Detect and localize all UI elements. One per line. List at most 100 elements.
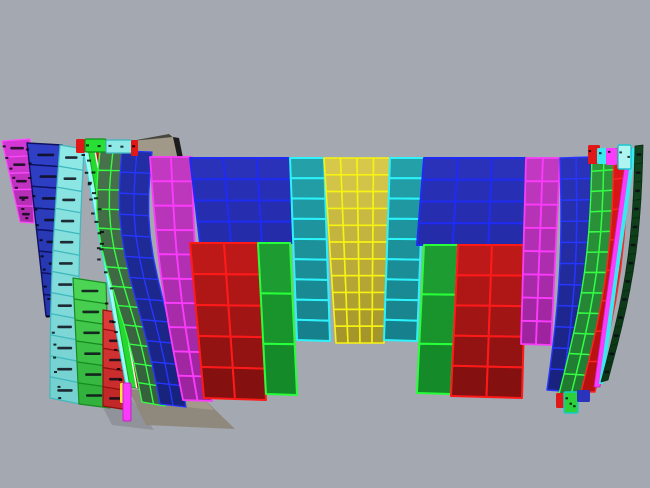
panel[interactable] bbox=[341, 190, 359, 210]
panel[interactable] bbox=[191, 178, 229, 202]
panel[interactable] bbox=[455, 244, 493, 277]
panel[interactable] bbox=[356, 190, 375, 210]
col-magenta-right[interactable] bbox=[520, 157, 561, 346]
cap-red2-topleft[interactable] bbox=[131, 140, 138, 156]
panel[interactable] bbox=[372, 207, 390, 227]
panel[interactable] bbox=[341, 207, 359, 227]
panel[interactable] bbox=[222, 157, 259, 181]
panel[interactable] bbox=[334, 325, 349, 344]
panel[interactable] bbox=[96, 169, 112, 191]
panel[interactable] bbox=[388, 157, 425, 180]
panel[interactable] bbox=[451, 222, 491, 246]
panel[interactable] bbox=[372, 157, 391, 176]
panel[interactable] bbox=[490, 157, 527, 181]
panel[interactable] bbox=[421, 157, 459, 181]
panel[interactable] bbox=[559, 241, 578, 265]
panel[interactable] bbox=[293, 278, 330, 302]
panel[interactable] bbox=[357, 224, 374, 243]
panel[interactable] bbox=[535, 320, 553, 346]
panel[interactable] bbox=[386, 217, 423, 241]
panel[interactable] bbox=[383, 318, 419, 342]
panel[interactable] bbox=[133, 172, 151, 196]
top-slab-dark-edge[interactable] bbox=[173, 137, 183, 160]
panel[interactable] bbox=[133, 214, 151, 238]
panel[interactable] bbox=[152, 204, 176, 232]
panel[interactable] bbox=[371, 224, 389, 243]
panel[interactable] bbox=[387, 177, 425, 200]
panel[interactable] bbox=[289, 157, 326, 180]
panel[interactable] bbox=[323, 157, 343, 176]
col-green-grid-right[interactable] bbox=[558, 148, 617, 397]
panel[interactable] bbox=[194, 199, 231, 223]
panel[interactable] bbox=[294, 298, 331, 322]
panel[interactable] bbox=[489, 178, 527, 203]
panel[interactable] bbox=[356, 207, 374, 227]
panel[interactable] bbox=[189, 242, 228, 276]
panel[interactable] bbox=[170, 156, 194, 183]
panel[interactable] bbox=[371, 274, 388, 294]
panel[interactable] bbox=[343, 241, 360, 260]
panel[interactable] bbox=[135, 235, 155, 259]
panel[interactable] bbox=[520, 296, 539, 323]
panel[interactable] bbox=[171, 180, 195, 207]
panel[interactable] bbox=[119, 213, 137, 237]
panel[interactable] bbox=[487, 304, 526, 338]
panel[interactable] bbox=[536, 273, 556, 300]
grid-red-main-left[interactable] bbox=[189, 242, 267, 401]
panel[interactable] bbox=[522, 226, 542, 253]
col-dark-slash-right[interactable] bbox=[600, 144, 644, 383]
panel[interactable] bbox=[371, 325, 386, 344]
panel[interactable] bbox=[560, 199, 578, 223]
panel[interactable] bbox=[331, 291, 348, 311]
panel[interactable] bbox=[224, 178, 261, 202]
col-blue-grid-left[interactable] bbox=[118, 150, 187, 408]
panel[interactable] bbox=[538, 226, 558, 253]
panel[interactable] bbox=[523, 180, 543, 206]
panel[interactable] bbox=[556, 283, 575, 307]
panel[interactable] bbox=[342, 224, 360, 243]
panel[interactable] bbox=[340, 174, 359, 193]
panel[interactable] bbox=[420, 244, 459, 296]
panel[interactable] bbox=[172, 204, 195, 232]
panel[interactable] bbox=[291, 217, 328, 241]
panel[interactable] bbox=[292, 258, 329, 281]
tab-red-bottomright[interactable] bbox=[556, 393, 564, 408]
panel[interactable] bbox=[229, 335, 266, 370]
grid-yellow-center[interactable] bbox=[323, 157, 391, 344]
panel[interactable] bbox=[371, 241, 389, 260]
panel[interactable] bbox=[197, 335, 234, 369]
panel[interactable] bbox=[559, 177, 578, 201]
slats-cyan-left[interactable] bbox=[289, 157, 331, 342]
col-green-main-left[interactable] bbox=[257, 242, 298, 396]
panel[interactable] bbox=[358, 274, 374, 294]
panel[interactable] bbox=[157, 253, 181, 280]
col-green-labels[interactable] bbox=[72, 277, 111, 409]
panel[interactable] bbox=[227, 304, 264, 339]
panel[interactable] bbox=[343, 258, 360, 277]
panel[interactable] bbox=[419, 178, 458, 203]
grid-blue-main-left[interactable] bbox=[189, 157, 294, 244]
panel[interactable] bbox=[255, 157, 292, 181]
panel[interactable] bbox=[345, 291, 361, 311]
panel[interactable] bbox=[372, 190, 390, 210]
panel[interactable] bbox=[536, 296, 555, 323]
panel[interactable] bbox=[226, 199, 262, 223]
panel[interactable] bbox=[487, 222, 526, 246]
panel[interactable] bbox=[486, 335, 525, 369]
panel[interactable] bbox=[326, 207, 345, 227]
panel[interactable] bbox=[372, 174, 391, 193]
tab-green-bottomright[interactable] bbox=[563, 391, 579, 414]
panel[interactable] bbox=[417, 200, 457, 225]
panel[interactable] bbox=[259, 220, 294, 244]
panel[interactable] bbox=[150, 180, 175, 207]
panel[interactable] bbox=[452, 304, 491, 338]
panel[interactable] bbox=[133, 193, 150, 217]
panel[interactable] bbox=[189, 157, 227, 181]
cap-magenta-topright[interactable] bbox=[606, 148, 617, 165]
panel[interactable] bbox=[200, 366, 236, 400]
panel[interactable] bbox=[522, 250, 541, 276]
panel[interactable] bbox=[225, 273, 263, 307]
panel[interactable] bbox=[520, 319, 538, 346]
panel[interactable] bbox=[588, 210, 603, 233]
